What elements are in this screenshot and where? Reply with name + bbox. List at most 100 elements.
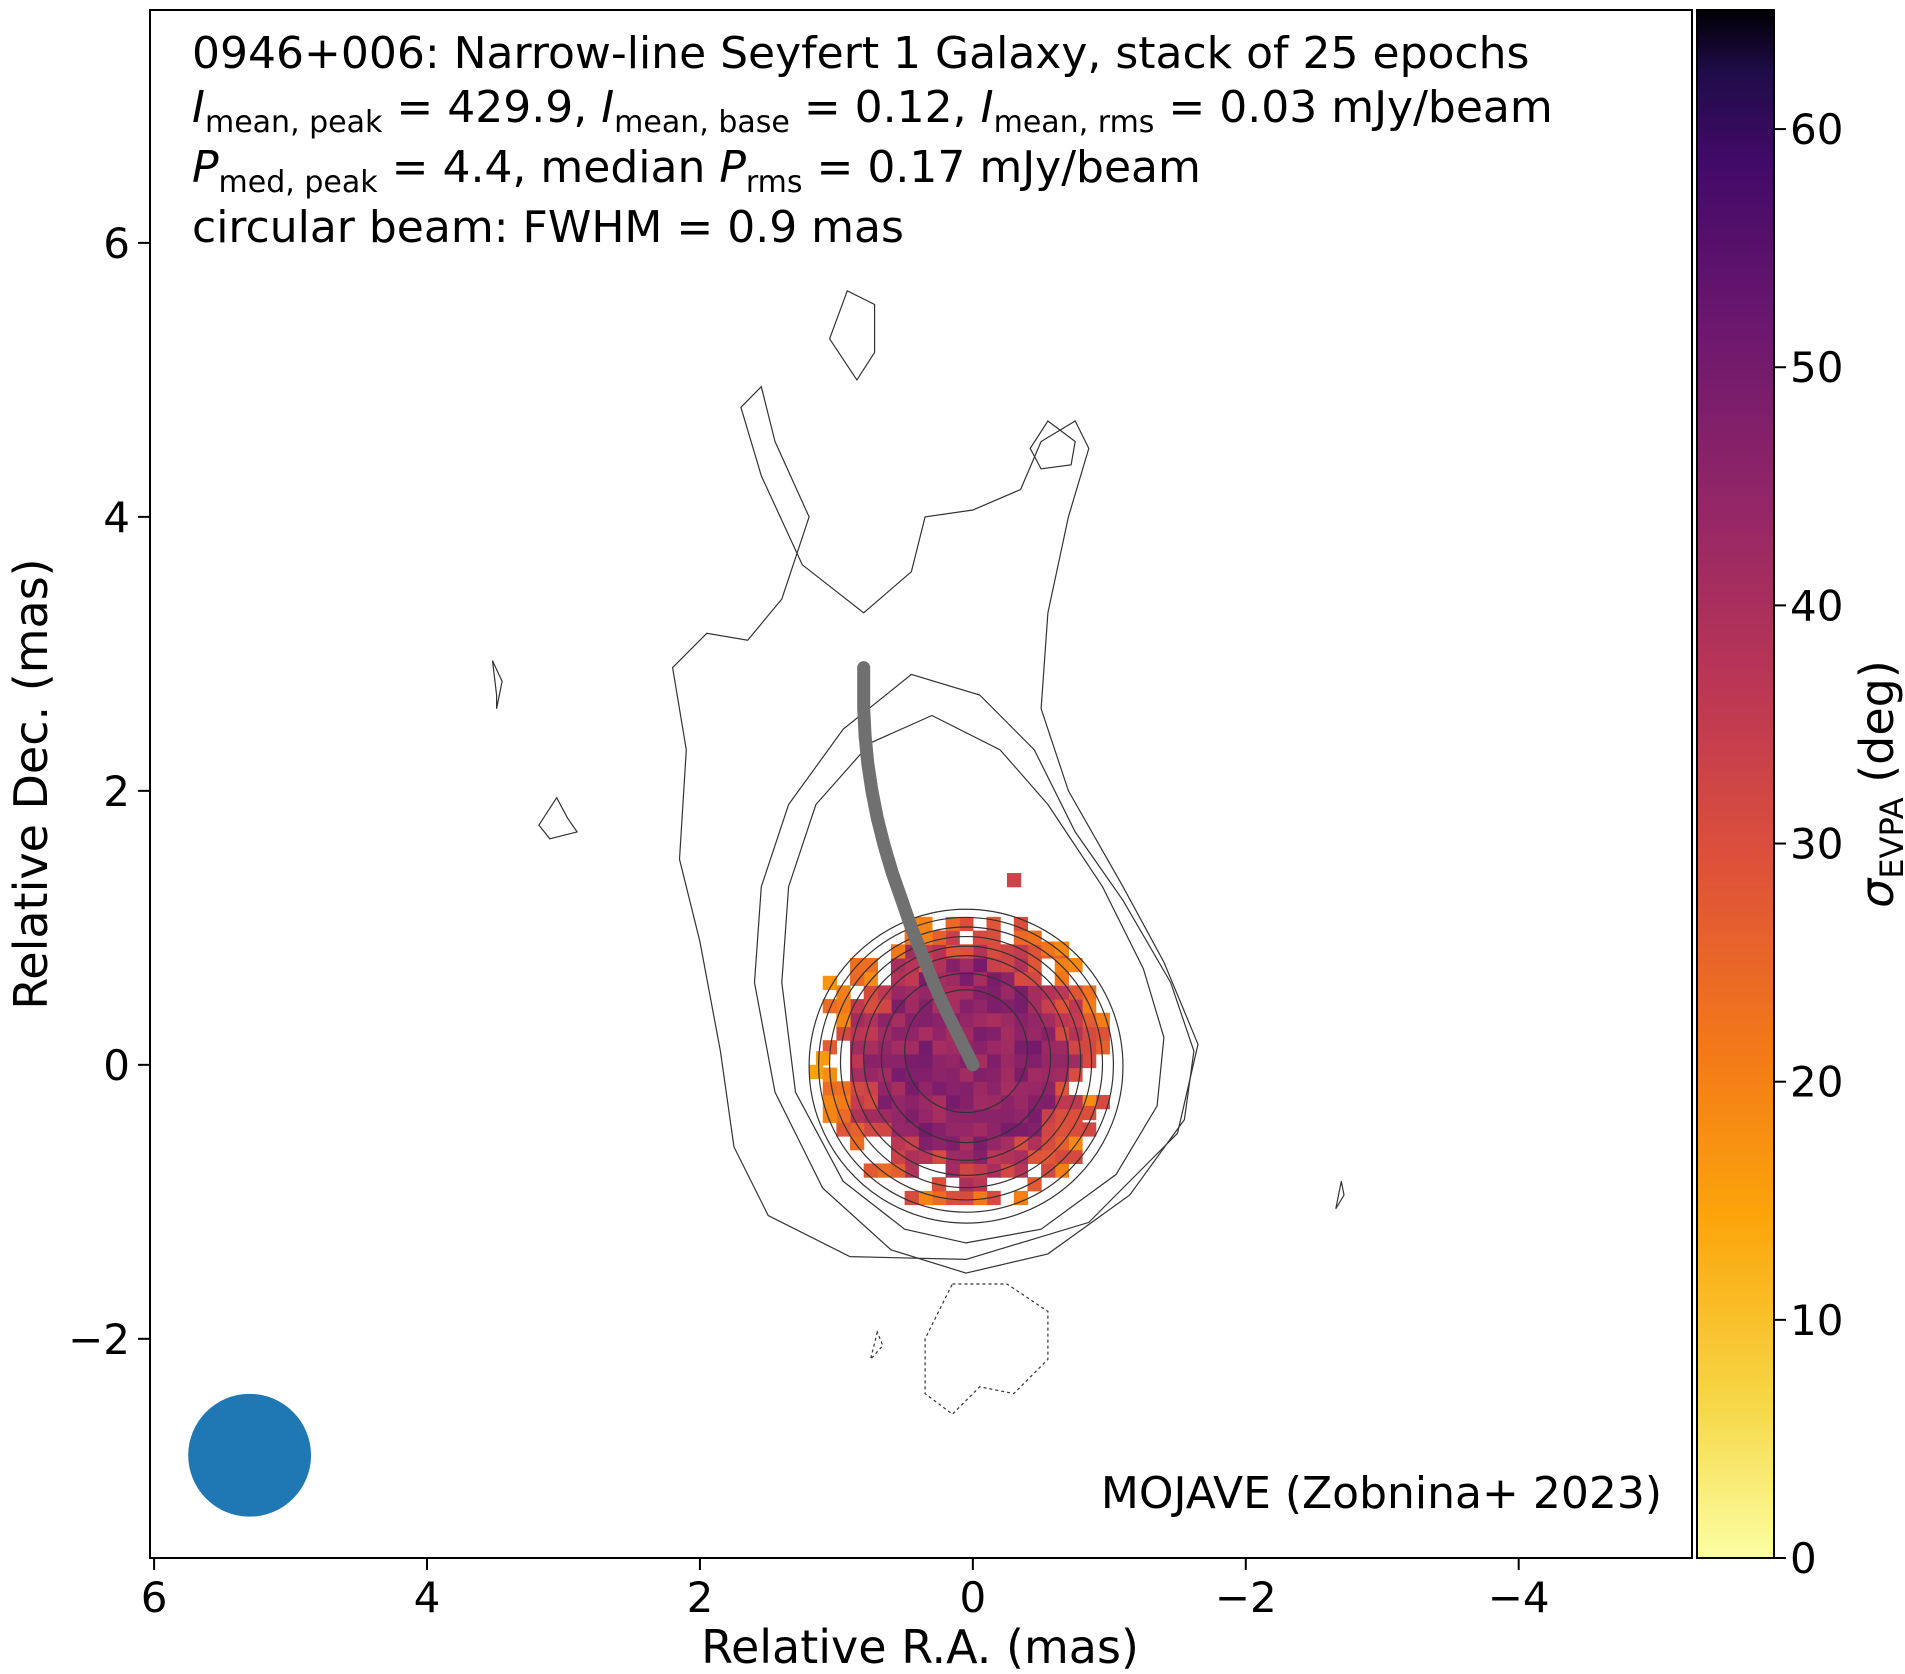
- heatmap-pixel: [931, 1122, 947, 1137]
- heatmap-pixel: [959, 1177, 974, 1192]
- heatmap-pixel: [1041, 1012, 1056, 1028]
- heatmap-pixel: [1027, 1053, 1042, 1069]
- heatmap-pixel: [904, 1081, 919, 1096]
- title-line: Pmed, peak = 4.4, median Prms = 0.17 mJy…: [192, 142, 1201, 200]
- heatmap-pixel: [1068, 985, 1083, 1000]
- heatmap-pixel: [1000, 1012, 1015, 1028]
- y-tick-label: 4: [103, 493, 130, 542]
- heatmap-pixel: [863, 1122, 878, 1137]
- heatmap-pixel: [972, 1094, 988, 1110]
- heatmap-pixel: [1054, 1026, 1069, 1041]
- heatmap-pixel: [1027, 1136, 1042, 1151]
- heatmap-pixel: [890, 985, 906, 1000]
- heatmap-pixel: [931, 930, 947, 945]
- colorbar-tick-label: 60: [1790, 105, 1843, 154]
- heatmap-pixel: [931, 1108, 947, 1123]
- heatmap-pixel: [890, 1163, 906, 1178]
- heatmap-pixel: [1054, 1053, 1069, 1069]
- heatmap-pixel: [904, 1094, 919, 1110]
- heatmap-pixel: [1054, 957, 1069, 973]
- heatmap-pixel: [945, 985, 960, 1000]
- heatmap-pixel: [986, 1026, 1001, 1041]
- heatmap-pixel: [1013, 971, 1029, 986]
- contour-outer: [671, 385, 1199, 1261]
- heatmap-pixel: [1013, 1094, 1029, 1110]
- heatmap-pixel: [1095, 1094, 1110, 1110]
- heatmap-pixel: [986, 971, 1001, 986]
- heatmap-pixel: [877, 999, 892, 1014]
- heatmap-pixel: [1041, 1122, 1056, 1137]
- heatmap-pixel: [931, 1081, 947, 1096]
- heatmap-pixel: [890, 1136, 906, 1151]
- heatmap-pixel: [986, 1053, 1001, 1069]
- heatmap-pixel: [986, 1081, 1001, 1096]
- heatmap-pixel: [1041, 985, 1056, 1000]
- heatmap-pixel: [972, 1081, 988, 1096]
- colorbar: 0 10 20 30 40 50 60 σEVPA (deg): [1696, 9, 1905, 1583]
- contour-ring: [839, 935, 1093, 1189]
- heatmap-pixel: [1068, 1108, 1083, 1123]
- heatmap-pixel: [822, 999, 837, 1014]
- heatmap-pixel: [1027, 971, 1042, 986]
- title-block: 0946+006: Narrow-line Seyfert 1 Galaxy, …: [192, 28, 1553, 253]
- heatmap-pixel: [1013, 999, 1029, 1014]
- heatmap-pixel: [1082, 1026, 1097, 1041]
- heatmap-pixel: [850, 1040, 865, 1055]
- heatmap-pixel: [959, 1190, 974, 1206]
- heatmap-pixel: [931, 957, 947, 973]
- heatmap-pixel: [863, 971, 878, 986]
- heatmap-pixel: [890, 1026, 906, 1041]
- heatmap-pixel: [1013, 1136, 1029, 1151]
- y-tick-label: 2: [103, 767, 130, 816]
- heatmap-pixel: [959, 1081, 974, 1096]
- contour-ring: [850, 945, 1082, 1176]
- heatmap-pixel: [931, 944, 947, 959]
- heatmap-pixel: [890, 1040, 906, 1055]
- heatmap-pixel: [1082, 1040, 1097, 1055]
- heatmap-pixel: [1000, 1067, 1015, 1082]
- heatmap-pixel: [1041, 1108, 1056, 1123]
- heatmap-pixel: [1013, 930, 1029, 945]
- y-axis-label: Relative Dec. (mas): [4, 558, 58, 1009]
- heatmap-pixel: [904, 1053, 919, 1069]
- heatmap-pixel: [850, 1026, 865, 1041]
- heatmap-pixel: [822, 1094, 837, 1110]
- heatmap-pixel: [959, 1163, 974, 1178]
- heatmap-pixel: [850, 971, 865, 986]
- heatmap-pixel: [1013, 1081, 1029, 1096]
- heatmap-pixel: [972, 1136, 988, 1151]
- x-tick-label: 4: [414, 1573, 441, 1622]
- x-tick-label: −4: [1488, 1573, 1550, 1622]
- heatmap-pixel: [1000, 1053, 1015, 1069]
- heatmap-pixel: [836, 1094, 851, 1110]
- heatmap-pixel: [1054, 1040, 1069, 1055]
- heatmap-pixel: [1013, 1026, 1029, 1041]
- x-tick-label: 0: [959, 1573, 986, 1622]
- heatmap-pixel: [918, 1081, 933, 1096]
- heatmap-pixel: [1082, 1105, 1097, 1121]
- heatmap-pixel: [1027, 930, 1042, 945]
- heatmap-pixel: [945, 1094, 960, 1110]
- heatmap-pixel: [972, 1067, 988, 1082]
- heatmap-pixel: [1068, 1122, 1083, 1137]
- heatmap-pixel: [904, 1190, 919, 1206]
- contour-island: [1335, 1181, 1345, 1210]
- heatmap-pixel: [945, 1136, 960, 1151]
- jet-ridge-line: [857, 661, 980, 1072]
- heatmap-pixel: [1027, 957, 1042, 973]
- heatmap-pixel: [1054, 1081, 1069, 1096]
- contour-ring: [880, 972, 1052, 1144]
- heatmap-pixel: [836, 985, 851, 1000]
- heatmap-pixel: [972, 1190, 988, 1206]
- heatmap-pixel: [972, 999, 988, 1014]
- heatmap-pixel: [890, 971, 906, 986]
- heatmap-pixel: [1068, 1149, 1083, 1165]
- heatmap-pixel: [918, 1012, 933, 1028]
- heatmap-pixel: [986, 1108, 1001, 1123]
- x-axis-ticks: 6 4 2 0 −2 −4: [141, 1558, 1550, 1622]
- contour-negative: [924, 1283, 1049, 1415]
- contour-island: [828, 289, 876, 381]
- beam-ellipse: [188, 1393, 312, 1517]
- heatmap-pixel: [972, 1040, 988, 1055]
- heatmap-pixel: [1041, 1136, 1056, 1151]
